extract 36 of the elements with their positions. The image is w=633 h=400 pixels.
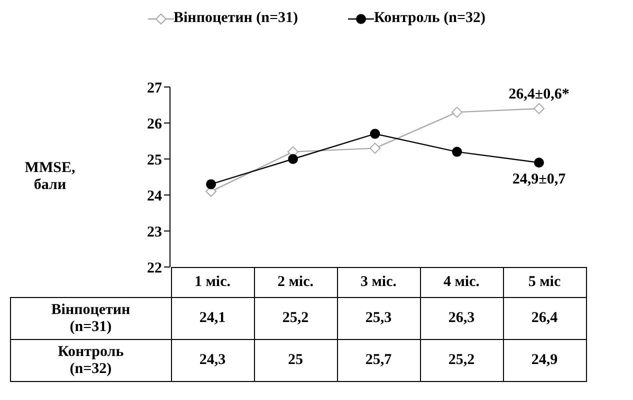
x-tick-label: 1 міс. — [171, 268, 254, 298]
data-label: 25 — [254, 340, 337, 382]
point — [534, 158, 544, 168]
annotation: 26,4±0,6* — [508, 86, 570, 103]
data-label: 24,1 — [171, 298, 254, 340]
y-tick-label: 26 — [147, 116, 162, 132]
legend-label: Вінпоцетин (n=31) — [174, 10, 298, 27]
point — [452, 146, 462, 157]
annotation: 24,9±0,7 — [512, 171, 566, 188]
y-tick-label: 24 — [147, 188, 162, 204]
data-label: 24,9 — [503, 340, 586, 382]
data-label: 26,3 — [420, 298, 503, 340]
x-tick-label: 4 міс. — [420, 268, 503, 298]
data-label: 25,3 — [337, 298, 420, 340]
y-tick-label: 23 — [147, 224, 162, 240]
point — [288, 154, 298, 164]
y-tick-label: 25 — [147, 152, 162, 168]
point — [370, 142, 380, 154]
x-tick-label: 5 міс — [503, 268, 586, 298]
text: Контроль (n=32) — [58, 344, 124, 376]
y-axis-title: MMSE, бали — [24, 160, 76, 194]
data-label: 24,3 — [171, 340, 254, 382]
y-tick-label: 27 — [147, 80, 162, 96]
legend-label: Контроль (n=32) — [374, 10, 486, 27]
point — [370, 128, 380, 139]
data-label: 25,7 — [337, 340, 420, 382]
data-label: 25,2 — [420, 340, 503, 382]
y-tick-label: 22 — [147, 260, 162, 276]
data-label: 26,4 — [503, 298, 586, 340]
data-label: 25,2 — [254, 298, 337, 340]
x-tick-label: 3 міс. — [337, 268, 420, 298]
point — [534, 103, 544, 114]
x-tick-label: 2 міс. — [254, 268, 337, 298]
text: Вінпоцетин (n=31) — [51, 302, 130, 334]
point — [452, 106, 462, 118]
point — [206, 179, 216, 190]
